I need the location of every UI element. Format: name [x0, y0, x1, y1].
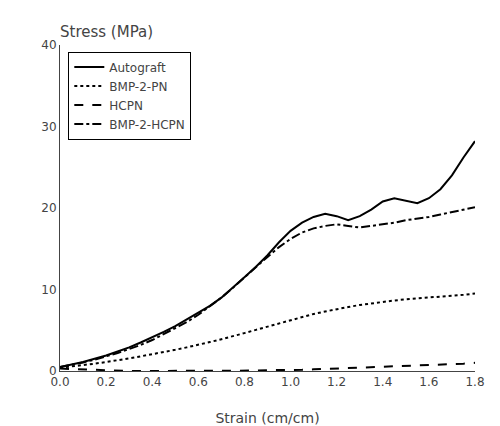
svg-text:0.2: 0.2 — [97, 375, 116, 389]
svg-text:0.0: 0.0 — [50, 375, 69, 389]
svg-text:BMP-2-HCPN: BMP-2-HCPN — [109, 118, 184, 132]
svg-text:1.6: 1.6 — [419, 375, 438, 389]
svg-text:Autograft: Autograft — [109, 61, 166, 75]
svg-text:1.0: 1.0 — [281, 375, 300, 389]
svg-text:30: 30 — [41, 120, 56, 134]
svg-text:0.6: 0.6 — [189, 375, 208, 389]
svg-text:0.4: 0.4 — [143, 375, 162, 389]
svg-text:1.4: 1.4 — [373, 375, 392, 389]
svg-text:0: 0 — [49, 364, 57, 378]
svg-text:BMP-2-PN: BMP-2-PN — [109, 80, 167, 94]
svg-text:1.8: 1.8 — [465, 375, 484, 389]
svg-text:20: 20 — [41, 201, 56, 215]
svg-text:10: 10 — [41, 283, 56, 297]
svg-text:1.2: 1.2 — [327, 375, 346, 389]
svg-text:Strain (cm/cm): Strain (cm/cm) — [215, 410, 319, 426]
svg-text:0.8: 0.8 — [235, 375, 254, 389]
svg-text:HCPN: HCPN — [109, 99, 143, 113]
svg-text:40: 40 — [41, 38, 56, 52]
svg-text:Stress (MPa): Stress (MPa) — [60, 23, 153, 41]
